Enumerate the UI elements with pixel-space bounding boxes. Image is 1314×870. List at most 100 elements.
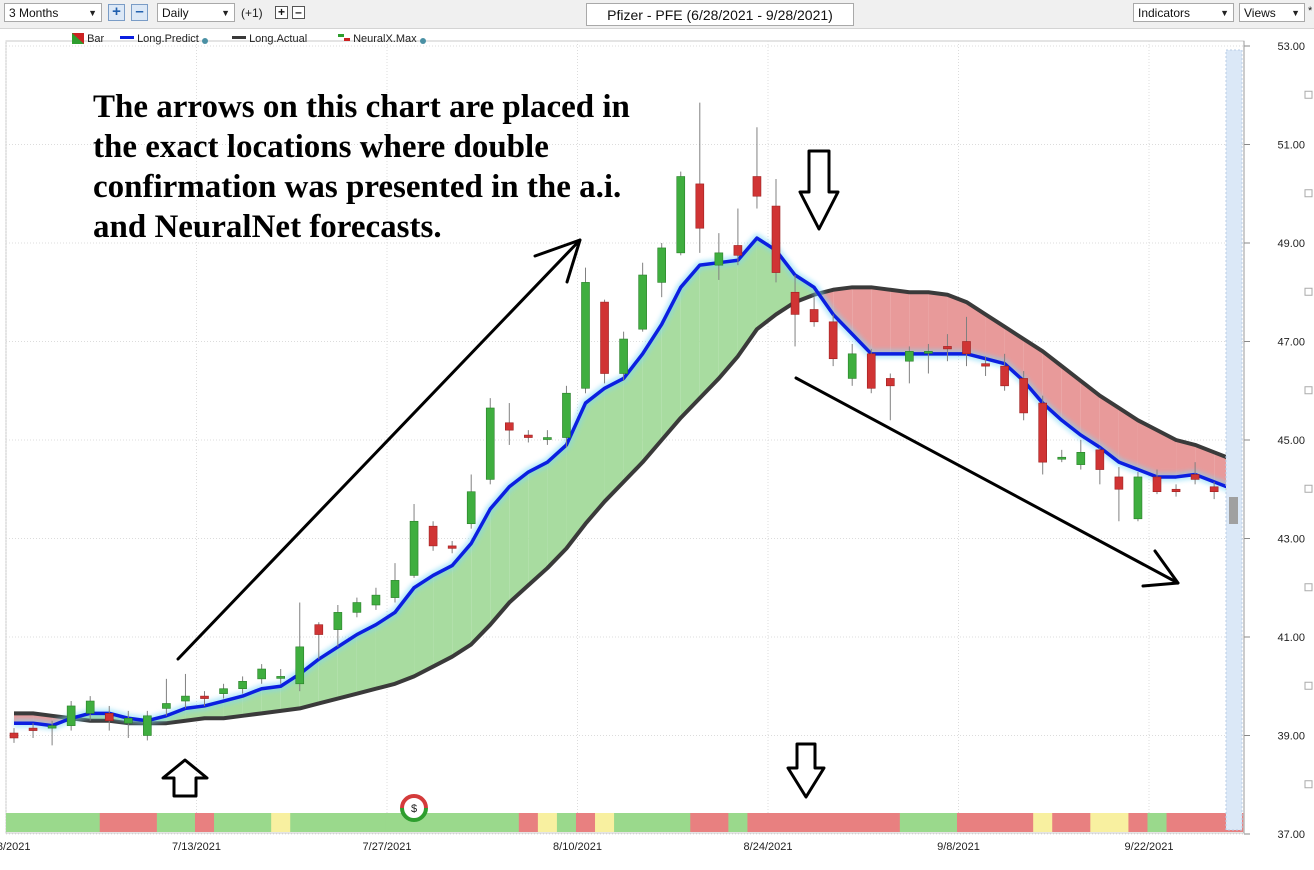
downtrend-arrow-icon <box>794 376 1180 588</box>
legend-item-neuralx-max[interactable]: NeuralX.Max <box>338 33 426 45</box>
candle <box>962 316 971 367</box>
candle <box>9 728 19 743</box>
candle-body <box>219 688 228 694</box>
bearish-fill <box>1157 430 1177 477</box>
signal-cell <box>842 813 863 832</box>
bullish-fill <box>680 265 700 418</box>
bearish-fill <box>985 314 1005 364</box>
candle <box>219 683 228 699</box>
candle <box>428 521 438 551</box>
candle-body <box>447 545 457 549</box>
signal-cell <box>366 813 386 832</box>
scroll-marker-icon <box>1304 189 1313 198</box>
candle <box>1095 447 1105 485</box>
candle <box>352 597 362 618</box>
signal-cell <box>1033 813 1053 832</box>
candle <box>447 540 457 554</box>
indicators-dropdown[interactable]: Indicators ▼ <box>1133 3 1234 22</box>
bullish-fill <box>509 472 529 603</box>
neuralx-swatch-icon <box>338 34 344 37</box>
pin-icon[interactable]: * <box>1308 5 1313 17</box>
y-tick-label: 49.00 <box>1277 238 1305 250</box>
bearish-fill <box>947 294 967 354</box>
interval-select[interactable]: Daily ▼ <box>157 3 235 22</box>
signal-cell <box>976 813 996 832</box>
signal-cell <box>652 813 672 832</box>
candle-body <box>1057 456 1067 460</box>
candle <box>143 710 152 741</box>
bullish-fill <box>623 353 643 482</box>
candle <box>1209 481 1219 500</box>
candle-body <box>657 247 667 283</box>
candle-body <box>1000 365 1009 387</box>
period-select[interactable]: 3 Months ▼ <box>4 3 102 22</box>
toolbar: 3 Months ▼ + – Daily ▼ (+1) + – Pfizer -… <box>0 0 1314 29</box>
zoom-in-button[interactable]: + <box>108 4 125 21</box>
legend-item-bar[interactable]: Bar <box>72 33 104 45</box>
signal-cell <box>690 813 710 832</box>
candle <box>1019 371 1028 421</box>
y-tick-label: 51.00 <box>1277 140 1305 152</box>
offset-label: (+1) <box>241 6 263 20</box>
y-axis: 53.00 51.00 49.00 47.00 45.00 43.00 41.00 39.00… <box>1243 41 1313 841</box>
plus-icon: + <box>112 3 121 20</box>
candle <box>66 701 76 731</box>
candle-body <box>28 727 38 731</box>
offset-minus-button[interactable]: – <box>292 6 305 19</box>
signal-cell <box>1090 813 1110 832</box>
candle-body <box>1076 452 1086 465</box>
signal-cell <box>328 813 348 832</box>
zoom-out-button[interactable]: – <box>131 4 148 21</box>
signal-cell <box>1109 813 1129 832</box>
candle <box>1057 449 1067 463</box>
info-dot-icon[interactable] <box>419 38 426 44</box>
legend-label: Bar <box>87 33 105 45</box>
bullish-fill <box>776 250 796 315</box>
signal-cell <box>804 813 825 832</box>
offset-plus-button[interactable]: + <box>275 6 288 19</box>
candle <box>200 691 209 706</box>
candle <box>371 587 381 610</box>
signal-cell <box>747 813 767 832</box>
y-tick-label: 47.00 <box>1277 337 1305 349</box>
info-dot-icon[interactable] <box>201 38 208 44</box>
candle-body <box>581 282 590 389</box>
candle-body <box>85 700 95 714</box>
bullish-fill <box>547 444 567 569</box>
x-tick-label: 7/27/2021 <box>363 841 412 853</box>
signal-cell <box>956 813 977 832</box>
candle <box>124 710 133 738</box>
candle-body <box>47 725 57 729</box>
candle <box>885 373 895 421</box>
down-arrow-icon <box>798 149 840 231</box>
candle-body <box>66 705 76 726</box>
candle <box>543 430 552 445</box>
x-axis: 6/28/2021 7/13/2021 7/27/2021 8/10/2021 8/24… <box>0 841 1173 853</box>
candle <box>28 723 38 738</box>
candle <box>1171 484 1181 497</box>
candle <box>562 385 571 448</box>
candle-body <box>695 183 705 229</box>
candle <box>504 403 514 445</box>
chart-title[interactable]: Pfizer - PFE (6/28/2021 - 9/28/2021) <box>586 3 854 26</box>
signal-cell <box>1071 813 1091 832</box>
candle <box>314 622 324 660</box>
signal-cell <box>918 813 939 832</box>
candle-body <box>752 176 762 197</box>
views-dropdown[interactable]: Views ▼ <box>1239 3 1305 22</box>
candle-body <box>314 624 324 635</box>
candle <box>600 299 609 384</box>
candle-body <box>485 407 495 480</box>
legend-label: Long.Actual <box>249 33 308 45</box>
candle <box>1114 467 1124 522</box>
dollar-signal-icon[interactable]: $ <box>400 794 428 822</box>
y-tick-label: 39.00 <box>1277 731 1305 743</box>
legend-item-long-predict[interactable]: Long.Predict <box>120 33 208 45</box>
legend-item-long-actual[interactable]: Long.Actual <box>232 33 307 45</box>
candle-body <box>676 176 686 254</box>
y-tick-label: 53.00 <box>1277 41 1305 53</box>
candle <box>485 398 495 485</box>
signal-cell <box>252 813 272 832</box>
bullish-fill <box>452 543 472 657</box>
candle-body <box>428 525 438 547</box>
